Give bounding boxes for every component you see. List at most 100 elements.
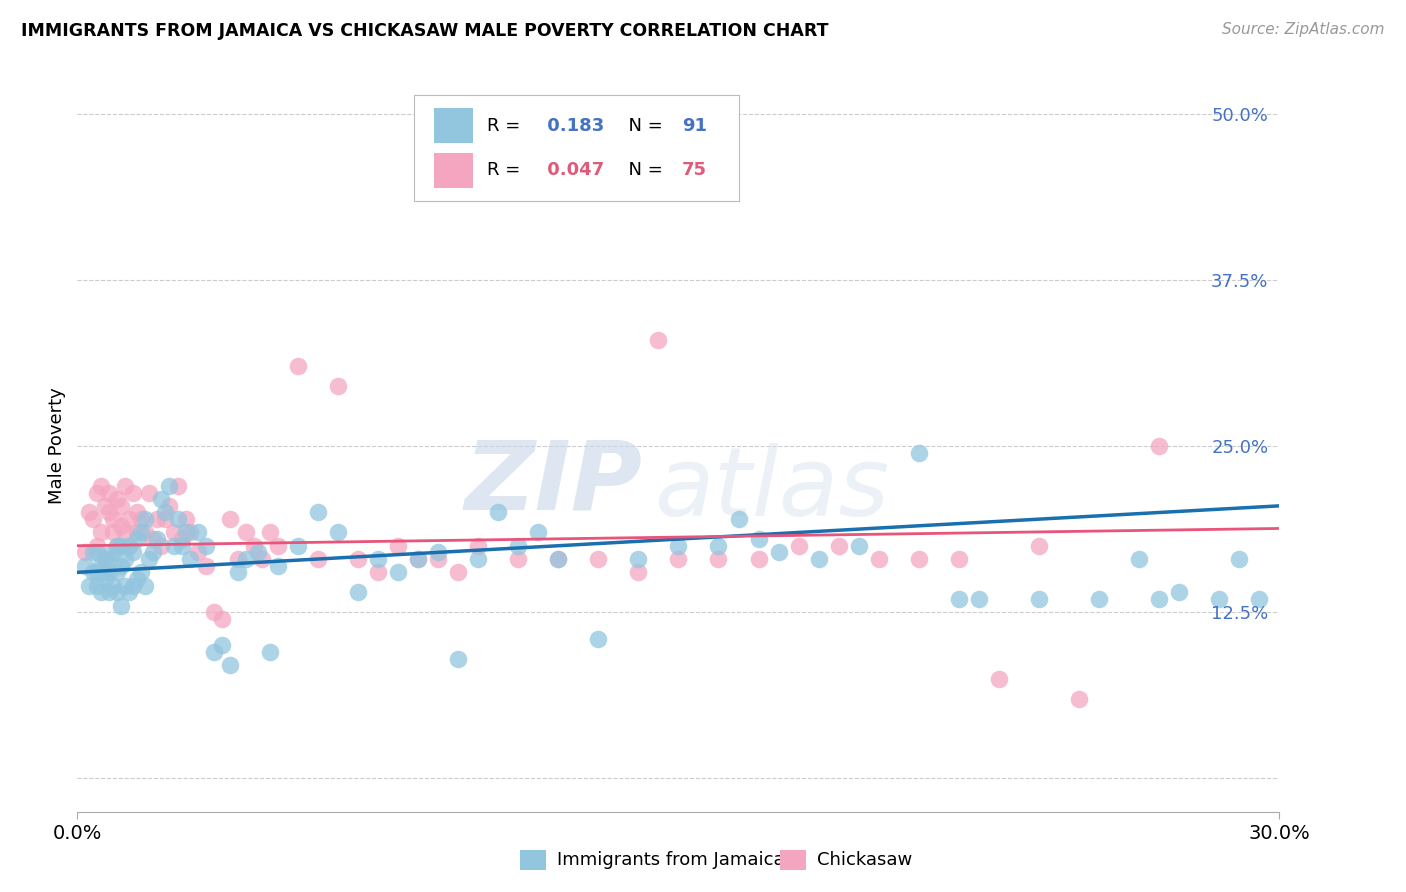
Point (627, 552, 650, 566)
Point (1149, 439, 1171, 453)
Point (162, 539, 184, 553)
Point (748, 532, 770, 546)
Point (94, 566, 117, 580)
Point (486, 506, 509, 520)
Point (948, 591, 970, 606)
Point (427, 552, 450, 566)
Point (155, 512, 177, 526)
Point (367, 552, 389, 566)
Point (508, 539, 530, 553)
Point (218, 658, 240, 673)
Point (1028, 591, 1050, 606)
Point (1069, 691, 1091, 706)
Point (367, 566, 389, 580)
Point (326, 379, 349, 393)
Text: Immigrants from Jamaica: Immigrants from Jamaica (557, 851, 785, 869)
Point (668, 552, 690, 566)
Point (82, 512, 104, 526)
Point (79, 506, 101, 520)
Point (75, 558, 97, 573)
Point (267, 558, 290, 573)
Point (447, 566, 470, 580)
Point (807, 552, 830, 566)
Point (98, 485, 121, 500)
Point (114, 552, 136, 566)
Point (250, 552, 273, 566)
Point (118, 539, 141, 553)
Point (307, 552, 329, 566)
Point (138, 485, 160, 500)
Point (1128, 552, 1150, 566)
Point (406, 552, 429, 566)
Point (406, 552, 429, 566)
Point (75, 545, 97, 559)
Point (326, 525, 349, 540)
Point (127, 532, 149, 546)
Point (98, 566, 121, 580)
Point (259, 525, 281, 540)
Point (347, 552, 370, 566)
Point (150, 539, 173, 553)
FancyBboxPatch shape (434, 153, 472, 187)
Point (94, 572, 117, 586)
Point (287, 539, 309, 553)
Point (103, 525, 125, 540)
Point (107, 492, 129, 507)
Point (202, 645, 225, 659)
Point (547, 552, 569, 566)
Point (218, 512, 240, 526)
Point (508, 552, 530, 566)
Point (588, 133, 610, 147)
Point (146, 512, 169, 526)
Point (727, 512, 749, 526)
Point (118, 539, 141, 553)
FancyBboxPatch shape (434, 108, 472, 144)
Point (134, 525, 156, 540)
Point (588, 552, 610, 566)
Point (1088, 591, 1111, 606)
Point (110, 499, 132, 513)
Point (186, 545, 209, 559)
Point (166, 479, 188, 493)
Text: N =: N = (617, 161, 669, 179)
Point (159, 479, 181, 493)
Point (287, 359, 309, 374)
Point (94, 552, 117, 566)
Point (150, 492, 173, 507)
Point (110, 558, 132, 573)
Point (174, 512, 197, 526)
Point (114, 525, 136, 540)
Point (86, 566, 108, 580)
Text: 75: 75 (682, 161, 707, 179)
Point (90, 585, 112, 599)
Point (82, 545, 104, 559)
Point (194, 539, 217, 553)
Point (267, 539, 290, 553)
Point (94, 552, 117, 566)
Text: 91: 91 (682, 117, 707, 135)
Text: R =: R = (488, 161, 526, 179)
Point (90, 558, 112, 573)
Point (103, 545, 125, 559)
Point (131, 512, 153, 526)
Point (242, 539, 264, 553)
Point (103, 579, 125, 593)
Point (103, 512, 125, 526)
Point (114, 479, 136, 493)
Point (828, 539, 851, 553)
Point (988, 672, 1011, 686)
Point (155, 506, 177, 520)
Point (1028, 539, 1050, 553)
Point (647, 333, 669, 347)
Point (86, 545, 108, 559)
Point (186, 525, 209, 540)
Point (122, 485, 145, 500)
Point (1229, 552, 1251, 566)
Point (127, 572, 149, 586)
Point (707, 552, 730, 566)
Text: Source: ZipAtlas.com: Source: ZipAtlas.com (1222, 22, 1385, 37)
Point (179, 552, 201, 566)
Point (86, 539, 108, 553)
Point (948, 552, 970, 566)
Point (908, 552, 931, 566)
